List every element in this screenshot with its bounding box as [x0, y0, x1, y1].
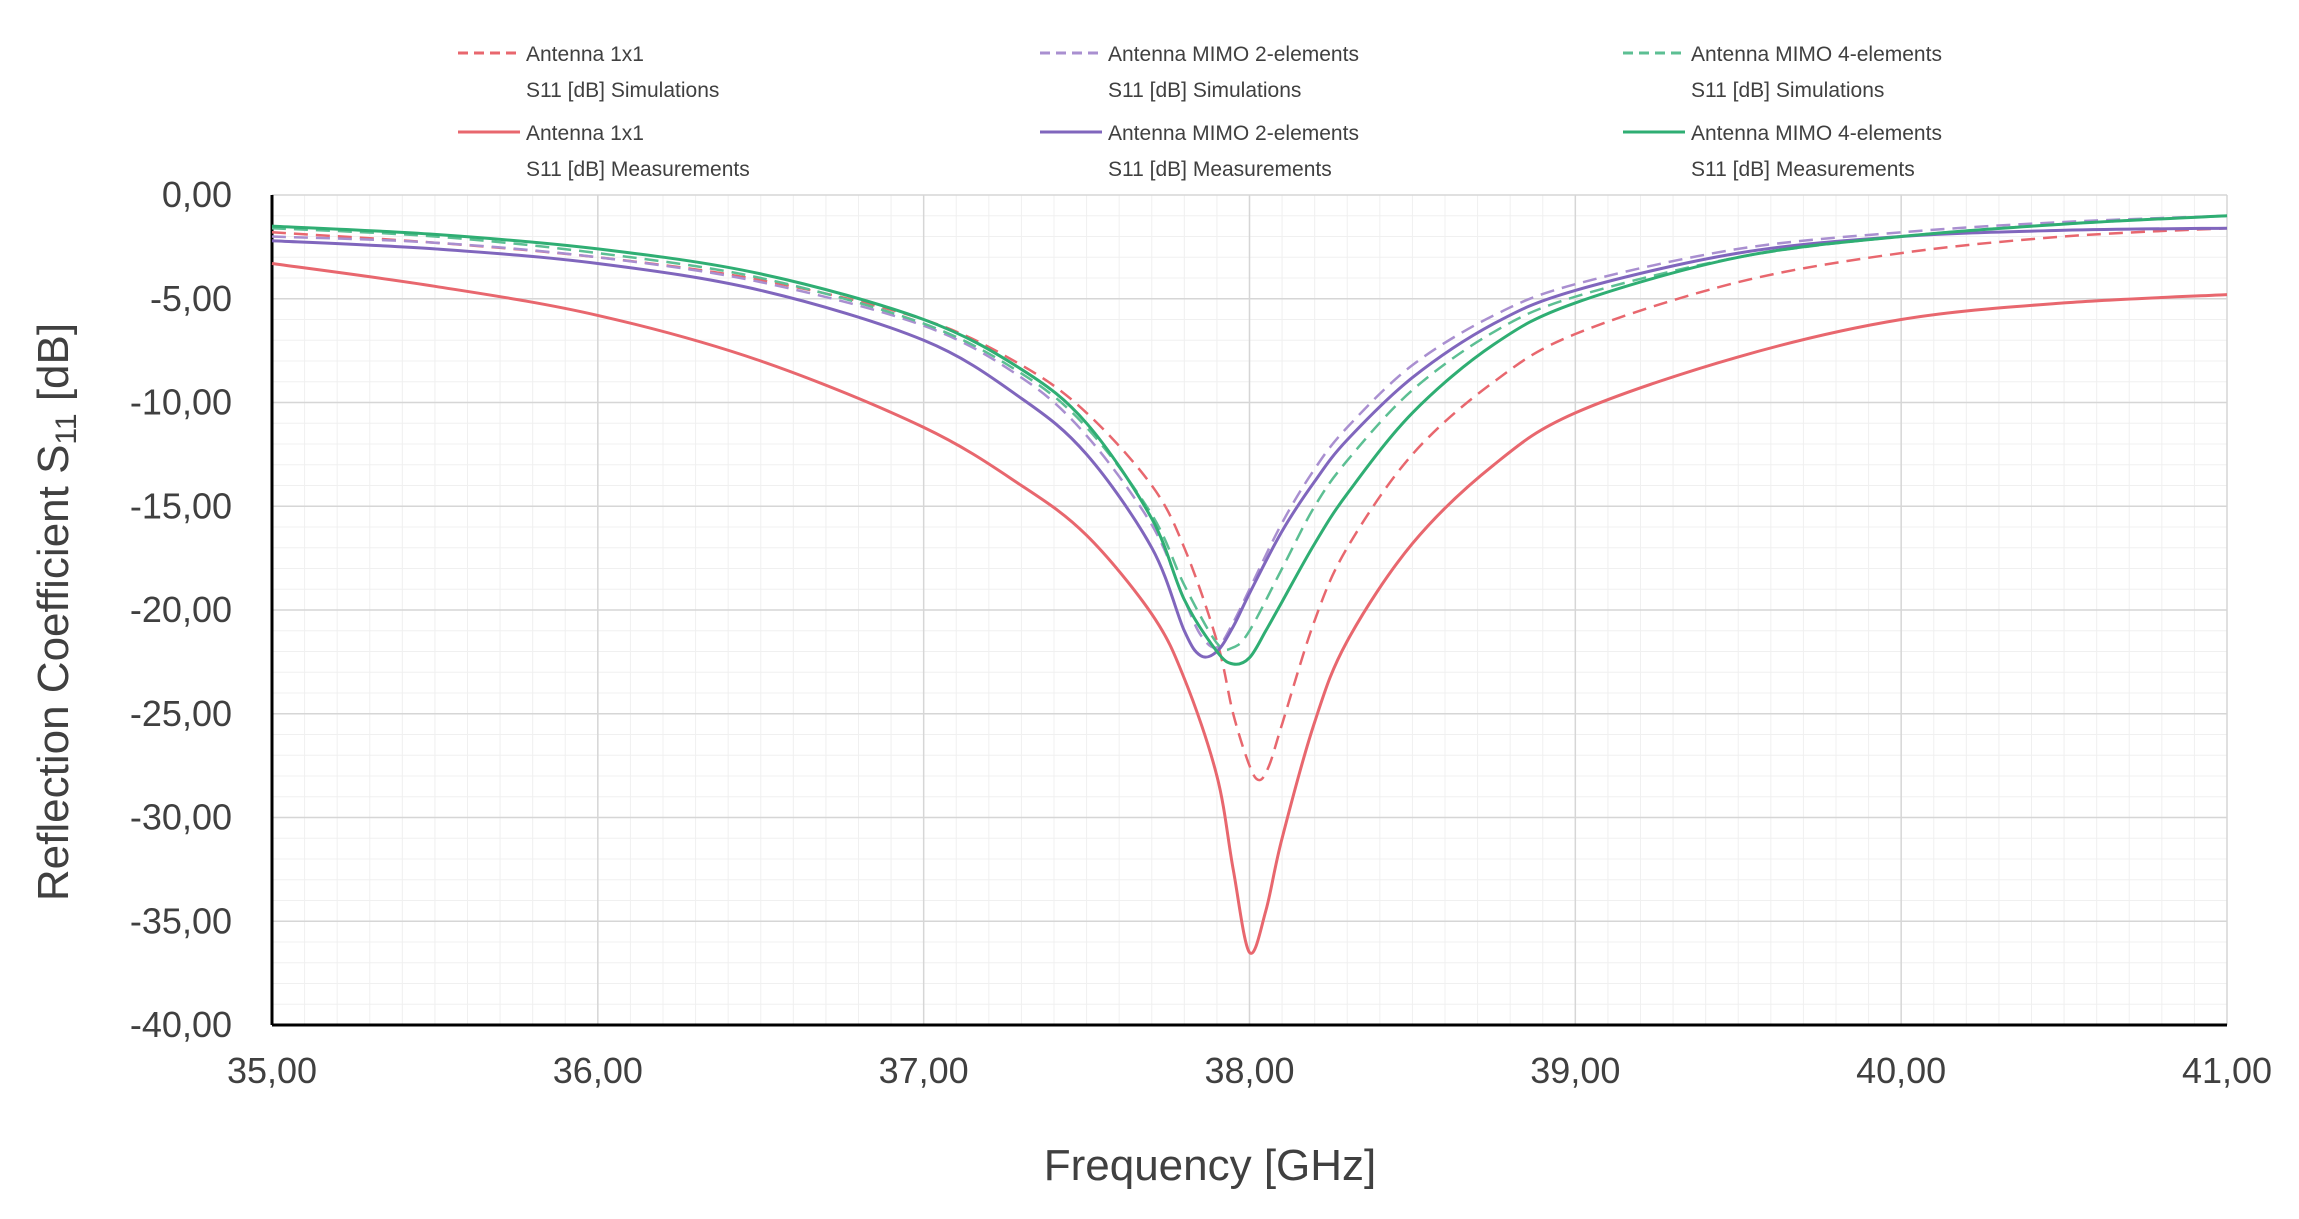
legend-sublabel: S11 [dB] Simulations	[1691, 79, 1884, 102]
y-tick-label: -5,00	[150, 278, 232, 319]
series-lines	[271, 214, 2228, 955]
legend-label: Antenna 1x1	[526, 122, 644, 145]
y-axis-title: Reflection Coefficient S11 [dB]	[29, 323, 83, 901]
series-line-antenna-mimo-4-elements-measurements	[271, 214, 2228, 666]
x-tick-label: 36,00	[553, 1050, 643, 1091]
legend-label: Antenna MIMO 2-elements	[1108, 122, 1359, 145]
x-tick-label: 37,00	[879, 1050, 969, 1091]
y-tick-label: -40,00	[130, 1004, 232, 1045]
chart-grid	[271, 194, 2228, 1026]
x-tick-label: 41,00	[2182, 1050, 2272, 1091]
legend-item: Antenna 1x1 S11 [dB] Measurements	[458, 122, 750, 181]
x-axis-title: Frequency [GHz]	[1044, 1141, 1377, 1190]
legend-sublabel: S11 [dB] Measurements	[526, 158, 750, 181]
legend-sublabel: S11 [dB] Measurements	[1108, 158, 1332, 181]
y-tick-label: -10,00	[130, 382, 232, 423]
legend-item: Antenna MIMO 2-elements S11 [dB] Measurem…	[1040, 122, 1359, 181]
series-line-antenna-mimo-4-elements-simulations	[271, 214, 2228, 652]
legend-sublabel: S11 [dB] Simulations	[526, 79, 719, 102]
legend-item: Antenna MIMO 2-elements S11 [dB] Simulati…	[1040, 43, 1359, 102]
x-tick-label: 40,00	[1856, 1050, 1946, 1091]
y-tick-label: 0,00	[162, 174, 232, 215]
series-line-antenna-mimo-2-elements-simulations	[271, 214, 2228, 649]
legend-item: Antenna 1x1 S11 [dB] Simulations	[458, 43, 719, 102]
legend-item: Antenna MIMO 4-elements S11 [dB] Measurem…	[1623, 122, 1942, 181]
legend-sublabel: S11 [dB] Measurements	[1691, 158, 1915, 181]
legend-item: Antenna MIMO 4-elements S11 [dB] Simulati…	[1623, 43, 1942, 102]
y-tick-label: -25,00	[130, 693, 232, 734]
y-tick-label: -30,00	[130, 797, 232, 838]
x-tick-label: 39,00	[1530, 1050, 1620, 1091]
legend-label: Antenna 1x1	[526, 43, 644, 66]
x-tick-label: 38,00	[1204, 1050, 1294, 1091]
x-tick-label: 35,00	[227, 1050, 317, 1091]
y-tick-label: -35,00	[130, 900, 232, 941]
x-axis-ticks: 35,00 36,00 37,00 38,00 39,00 40,00 41,00	[227, 1050, 2272, 1091]
legend-sublabel: S11 [dB] Simulations	[1108, 79, 1301, 102]
legend-label: Antenna MIMO 2-elements	[1108, 43, 1359, 66]
y-tick-label: -15,00	[130, 485, 232, 526]
series-line-antenna-1x1-measurements	[271, 262, 2228, 955]
chart-axes	[270, 195, 2227, 1027]
legend-label: Antenna MIMO 4-elements	[1691, 122, 1942, 145]
legend-label: Antenna MIMO 4-elements	[1691, 43, 1942, 66]
y-axis-ticks: 0,00 -5,00 -10,00 -15,00 -20,00 -25,00 -30,00 -…	[130, 174, 232, 1045]
y-tick-label: -20,00	[130, 589, 232, 630]
series-line-antenna-mimo-2-elements-measurements	[271, 226, 2228, 659]
